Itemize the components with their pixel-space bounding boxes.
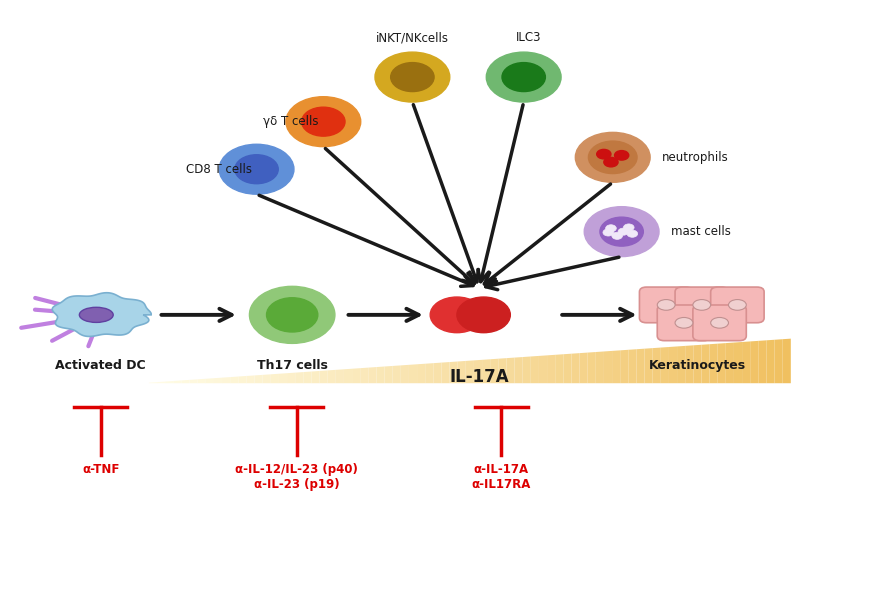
FancyBboxPatch shape: [658, 305, 711, 341]
Polygon shape: [750, 341, 758, 383]
Polygon shape: [766, 340, 774, 383]
Circle shape: [600, 217, 643, 246]
Circle shape: [220, 144, 294, 194]
Polygon shape: [758, 340, 766, 383]
Polygon shape: [450, 361, 458, 383]
Polygon shape: [718, 343, 726, 383]
Polygon shape: [149, 382, 157, 383]
Polygon shape: [506, 358, 514, 383]
Circle shape: [575, 133, 650, 182]
Polygon shape: [336, 369, 344, 383]
Text: γδ T cells: γδ T cells: [263, 115, 319, 128]
Circle shape: [375, 52, 450, 102]
Polygon shape: [702, 344, 710, 383]
Polygon shape: [538, 355, 547, 383]
Polygon shape: [580, 353, 588, 383]
Circle shape: [584, 206, 659, 257]
Polygon shape: [482, 359, 490, 383]
Polygon shape: [181, 380, 190, 383]
Circle shape: [249, 286, 335, 343]
PathPatch shape: [52, 293, 151, 337]
Polygon shape: [222, 377, 230, 383]
Polygon shape: [287, 373, 295, 383]
Circle shape: [235, 155, 279, 184]
Polygon shape: [206, 378, 214, 383]
Polygon shape: [409, 364, 417, 383]
FancyBboxPatch shape: [693, 305, 746, 341]
Ellipse shape: [80, 307, 113, 322]
Polygon shape: [466, 361, 474, 383]
Circle shape: [286, 97, 361, 146]
Polygon shape: [530, 356, 538, 383]
Polygon shape: [157, 382, 165, 383]
FancyBboxPatch shape: [640, 287, 693, 323]
Circle shape: [502, 62, 546, 92]
Circle shape: [603, 229, 614, 236]
Polygon shape: [401, 365, 409, 383]
Polygon shape: [572, 353, 580, 383]
Polygon shape: [522, 356, 530, 383]
Polygon shape: [596, 352, 604, 383]
Ellipse shape: [675, 317, 693, 328]
Polygon shape: [263, 374, 271, 383]
Polygon shape: [417, 364, 426, 383]
Text: α-IL-12/IL-23 (p40)
α-IL-23 (p19): α-IL-12/IL-23 (p40) α-IL-23 (p19): [235, 463, 358, 491]
Text: α-IL-17A
α-IL17RA: α-IL-17A α-IL17RA: [471, 463, 531, 491]
Text: Activated DC: Activated DC: [56, 359, 146, 373]
Polygon shape: [279, 373, 287, 383]
Polygon shape: [734, 342, 742, 383]
Polygon shape: [604, 351, 612, 383]
Polygon shape: [498, 358, 506, 383]
Text: neutrophils: neutrophils: [662, 151, 728, 164]
Polygon shape: [190, 379, 198, 383]
Circle shape: [597, 149, 611, 159]
Polygon shape: [783, 338, 791, 383]
Polygon shape: [271, 374, 279, 383]
Polygon shape: [458, 361, 466, 383]
FancyBboxPatch shape: [675, 287, 728, 323]
Polygon shape: [230, 377, 238, 383]
Polygon shape: [514, 357, 522, 383]
Polygon shape: [254, 375, 263, 383]
Polygon shape: [246, 376, 254, 383]
Polygon shape: [214, 377, 222, 383]
Circle shape: [266, 298, 318, 332]
Polygon shape: [694, 345, 702, 383]
Polygon shape: [774, 339, 783, 383]
Polygon shape: [352, 368, 360, 383]
Polygon shape: [620, 350, 628, 383]
Circle shape: [487, 52, 561, 102]
Polygon shape: [295, 372, 304, 383]
Polygon shape: [652, 347, 661, 383]
Circle shape: [589, 141, 637, 173]
Ellipse shape: [658, 299, 675, 310]
Circle shape: [604, 157, 618, 167]
Polygon shape: [304, 371, 312, 383]
Polygon shape: [677, 346, 685, 383]
Text: mast cells: mast cells: [670, 225, 730, 238]
Polygon shape: [312, 371, 320, 383]
Polygon shape: [490, 359, 498, 383]
Circle shape: [612, 232, 623, 239]
Text: Keratinocytes: Keratinocytes: [649, 359, 745, 373]
Text: iNKT/NKcells: iNKT/NKcells: [376, 31, 449, 44]
Polygon shape: [628, 349, 636, 383]
Polygon shape: [384, 366, 392, 383]
Polygon shape: [198, 379, 206, 383]
Polygon shape: [426, 363, 434, 383]
Polygon shape: [669, 346, 677, 383]
Polygon shape: [360, 368, 368, 383]
Polygon shape: [442, 362, 450, 383]
Polygon shape: [612, 350, 620, 383]
Polygon shape: [434, 362, 442, 383]
Polygon shape: [392, 365, 401, 383]
Polygon shape: [588, 352, 596, 383]
Polygon shape: [636, 349, 644, 383]
Polygon shape: [474, 360, 482, 383]
Ellipse shape: [693, 299, 711, 310]
Ellipse shape: [711, 317, 728, 328]
Polygon shape: [547, 355, 556, 383]
FancyBboxPatch shape: [711, 287, 764, 323]
Circle shape: [615, 151, 629, 160]
Polygon shape: [685, 346, 694, 383]
